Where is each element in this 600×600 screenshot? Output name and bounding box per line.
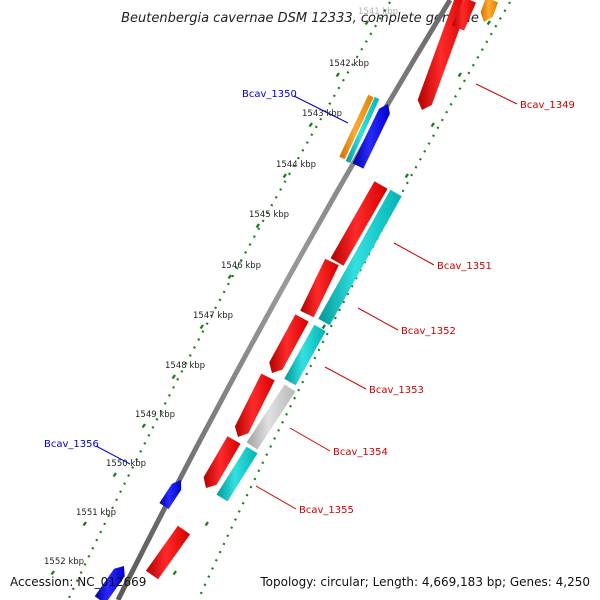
gene-leader-line bbox=[324, 366, 367, 390]
kbp-tick-label: 1550 kbp bbox=[106, 459, 146, 469]
kbp-tick-mark bbox=[112, 472, 117, 478]
gene-label-bcav-1349[interactable]: Bcav_1349 bbox=[520, 100, 575, 111]
gene-leader-line bbox=[289, 427, 331, 452]
kbp-tick-mark bbox=[82, 521, 87, 527]
kbp-tick-label: 1552 kbp bbox=[44, 557, 84, 567]
gene-arrow-bcav-1350 bbox=[352, 104, 390, 169]
kbp-tick-label: 1545 kbp bbox=[249, 210, 289, 220]
gene-label-bcav-1354[interactable]: Bcav_1354 bbox=[333, 447, 388, 458]
gene-arrow-cyan bbox=[216, 446, 258, 502]
kbp-tick-mark bbox=[321, 324, 326, 330]
kbp-tick-mark bbox=[457, 72, 462, 78]
gene-label-bcav-1356[interactable]: Bcav_1356 bbox=[44, 439, 99, 450]
kbp-tick-label: 1546 kbp bbox=[221, 261, 261, 271]
kbp-tick-mark bbox=[308, 122, 313, 128]
gene-arrow-bcav-1354 bbox=[234, 373, 275, 437]
kbp-tick-label: 1541 kbp bbox=[358, 7, 398, 17]
kbp-tick-mark bbox=[172, 570, 177, 576]
gene-arrow-cyan bbox=[345, 97, 380, 163]
gene-leader-line bbox=[475, 83, 518, 105]
gene-arrow-bcav-1352 bbox=[318, 189, 402, 326]
gene-leader-line bbox=[255, 485, 297, 510]
kbp-tick-mark bbox=[141, 423, 146, 429]
gene-labels: Bcav_1349 Bcav_1350 Bcav_1351 Bcav_1352 Bcav… bbox=[44, 83, 575, 516]
gene-arrow-red bbox=[145, 525, 191, 580]
gene-arrow-bcav-1349 bbox=[417, 0, 469, 110]
map-title: Beutenbergia cavernae DSM 12333, complet… bbox=[121, 11, 479, 26]
kbp-tick-mark bbox=[199, 324, 204, 330]
gene-arrow-red bbox=[452, 0, 476, 31]
gene-arrow-cyan bbox=[284, 324, 326, 386]
kbp-tick-label: 1542 kbp bbox=[329, 59, 369, 69]
gene-label-bcav-1352[interactable]: Bcav_1352 bbox=[401, 326, 456, 337]
kbp-tick-mark bbox=[50, 570, 55, 576]
kbp-tick-mark bbox=[204, 521, 209, 527]
kbp-tick-label: 1549 kbp bbox=[135, 410, 175, 420]
gene-leader-line bbox=[357, 307, 399, 331]
genome-backbone bbox=[115, 0, 453, 600]
gene-arrow-gray bbox=[246, 384, 296, 450]
kbp-tick-mark bbox=[430, 122, 435, 128]
gene-label-bcav-1353[interactable]: Bcav_1353 bbox=[369, 385, 424, 396]
kbp-tick-mark bbox=[255, 223, 260, 229]
accession-text: Accession: NC_012669 bbox=[10, 575, 147, 589]
kbp-tick-label: 1547 kbp bbox=[193, 311, 233, 321]
gene-arrow-bcav-1351 bbox=[330, 181, 388, 266]
gene-arrow-bcav-1355 bbox=[203, 436, 241, 488]
gene-arrow-bcav-1353 bbox=[269, 314, 309, 373]
kbp-tick-mark bbox=[282, 173, 287, 179]
gene-track bbox=[94, 0, 499, 600]
kbp-tick-mark bbox=[404, 173, 409, 179]
gene-arrow-blue bbox=[94, 566, 125, 600]
kbp-tick-label: 1551 kbp bbox=[76, 508, 116, 518]
kbp-tick-mark bbox=[227, 274, 232, 280]
topology-text: Topology: circular; Length: 4,669,183 bp… bbox=[260, 575, 590, 589]
kbp-tick-label: 1544 kbp bbox=[276, 160, 316, 170]
kbp-tick-mark bbox=[171, 374, 176, 380]
gene-arrow-orange bbox=[480, 0, 499, 22]
kbp-tick-label: 1543 kbp bbox=[302, 109, 342, 119]
gene-arrow-orange bbox=[339, 94, 374, 160]
kbp-tick-mark bbox=[486, 20, 491, 26]
gene-label-bcav-1355[interactable]: Bcav_1355 bbox=[299, 505, 354, 516]
kbp-tick-mark bbox=[335, 72, 340, 78]
gene-leader-line bbox=[293, 95, 349, 124]
kbp-tick-mark bbox=[364, 20, 369, 26]
gene-label-bcav-1350[interactable]: Bcav_1350 bbox=[242, 89, 297, 100]
gene-arrow-bcav-1356 bbox=[159, 480, 182, 509]
inner-dotted-ring bbox=[67, 1, 391, 600]
gene-arrow-red bbox=[300, 258, 339, 318]
kbp-tick-label: 1548 kbp bbox=[165, 361, 205, 371]
gene-leader-line bbox=[95, 445, 131, 465]
gene-label-bcav-1351[interactable]: Bcav_1351 bbox=[437, 261, 492, 272]
gene-leader-line bbox=[393, 242, 435, 266]
